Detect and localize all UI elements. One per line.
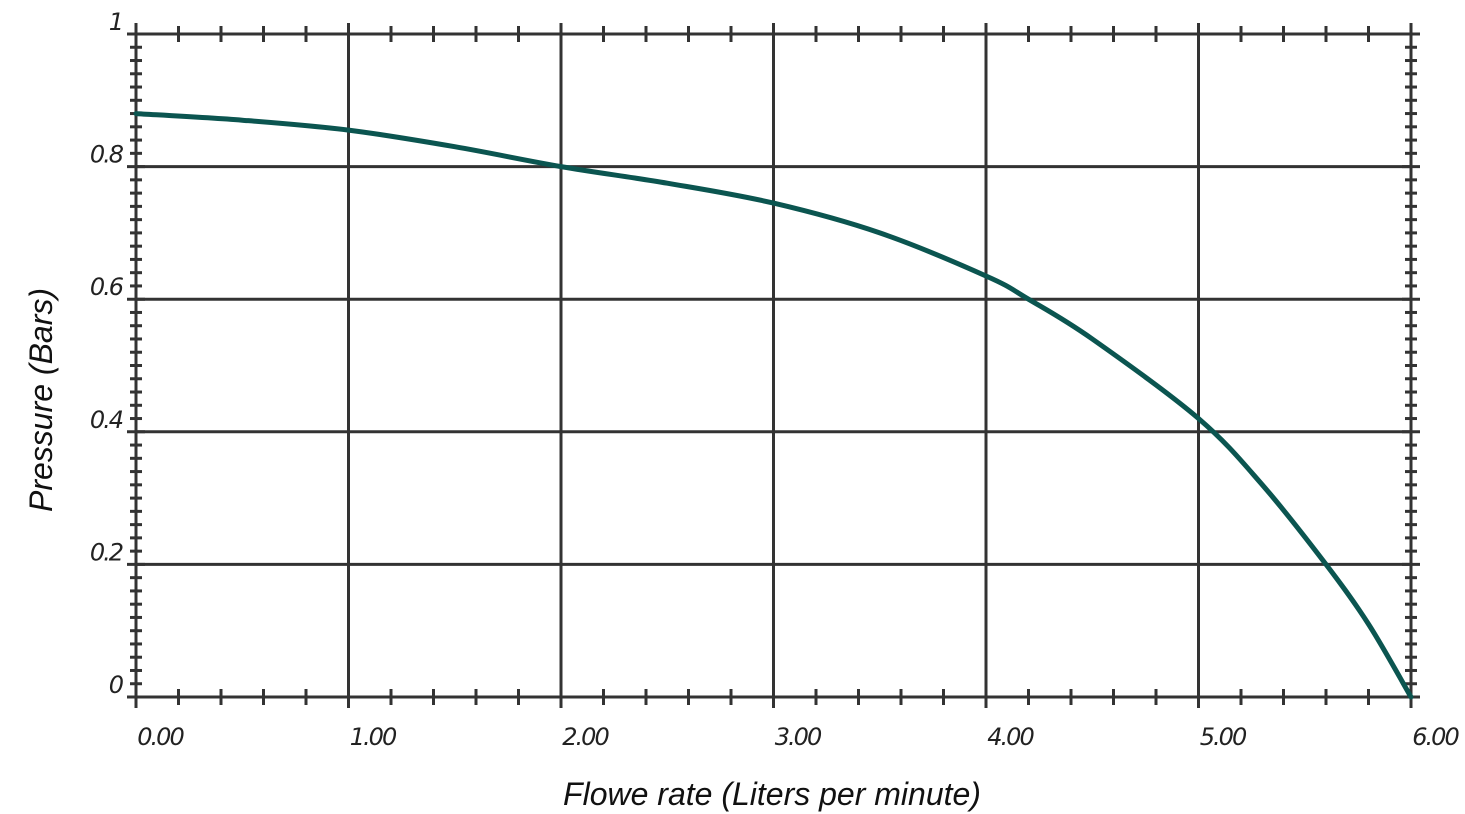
y-tick-label: 1	[109, 8, 122, 36]
x-tick-label: 3.00	[775, 723, 822, 751]
y-tick-label: 0.4	[90, 406, 123, 434]
grid-lines	[136, 34, 1411, 697]
x-tick-label: 0.00	[137, 723, 184, 751]
y-tick-label: 0.8	[90, 141, 124, 169]
y-axis-title: Pressure (Bars)	[23, 288, 59, 512]
x-tick-label: 5.00	[1200, 723, 1247, 751]
x-tick-label: 1.00	[350, 723, 397, 751]
plot-frame	[134, 32, 1413, 699]
y-tick-labels: 0 0.2 0.4 0.6 0.8 1	[90, 8, 126, 699]
x-tick-label: 6.00	[1412, 723, 1459, 751]
x-axis-title: Flowe rate (Liters per minute)	[563, 776, 981, 812]
series-layer	[133, 111, 1414, 700]
y-tick-label: 0.2	[90, 538, 123, 566]
y-tick-label: 0.6	[90, 273, 124, 301]
x-tick-labels: 0.00 1.00 2.00 3.00 4.00 5.00 6.00	[137, 723, 1461, 751]
y-tick-label: 0	[109, 671, 124, 699]
x-tick-label: 4.00	[987, 723, 1034, 751]
x-tick-label: 2.00	[562, 723, 609, 751]
series-line	[133, 111, 1414, 700]
